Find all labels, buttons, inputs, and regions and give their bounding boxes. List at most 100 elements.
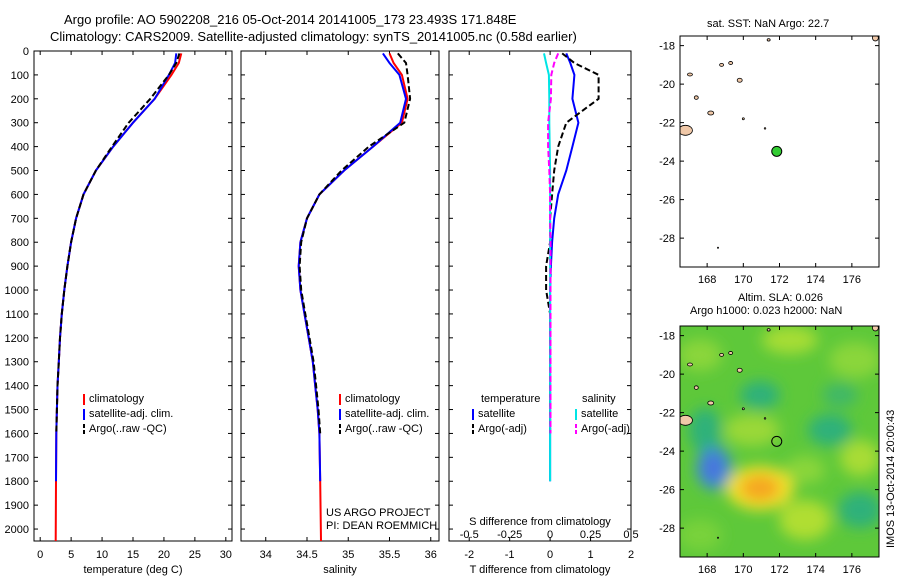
island (763, 417, 767, 420)
island (766, 38, 771, 42)
sst-lon-tick-label: 170 (734, 274, 752, 286)
difference-xtick-label: 1 (587, 549, 593, 561)
salinity-xtick-label: 34.5 (296, 549, 317, 561)
sla-field-blob (838, 492, 879, 528)
sst-lat-tick-label: -20 (659, 79, 675, 91)
depth-tick-label: 900 (11, 261, 29, 273)
salinity-panel: 34 34.5 35 35.5 36 salinity climatology satelli… (240, 50, 440, 576)
difference-panel: -2 -1 0 1 2 T difference from climatology S di… (448, 50, 639, 576)
salinity-legend-label: Argo(..raw -QC) (345, 423, 423, 435)
sst-lat-tick-label: -28 (659, 233, 675, 245)
imos-timestamp-label: IMOS 13-Oct-2014 20:00:43 (885, 410, 897, 548)
argo-float-marker (771, 145, 783, 157)
sla-lon-tick-label: 170 (734, 564, 752, 576)
sst-lon-tick-label: 172 (770, 274, 788, 286)
difference-xtick-label: 2 (628, 549, 634, 561)
sla-map-panel: 168 170 172 174 176 -18 -20 -22 -24 -26 -28 (659, 325, 880, 576)
temperature-legend-label: satellite-adj. clim. (89, 408, 173, 420)
salinity-legend-label: climatology (345, 393, 401, 405)
island (680, 414, 693, 426)
salinity-xlabel: salinity (323, 564, 357, 576)
sla-field (680, 326, 879, 551)
sla-field-blob (779, 500, 831, 540)
sla-map-title-1: Altim. SLA: 0.026 (738, 292, 823, 304)
sla-lon-tick-label: 172 (770, 564, 788, 576)
difference-legend-title: salinity (582, 393, 616, 405)
depth-tick-label: 800 (11, 237, 29, 249)
difference-top-tick-label: 0 (547, 529, 553, 541)
temperature-xtick-label: 30 (220, 549, 232, 561)
depth-tick-label: 0 (23, 46, 29, 58)
salinity-xtick-label: 36 (425, 549, 437, 561)
depth-tick-label: 700 (11, 213, 29, 225)
sla-field-blob (680, 519, 722, 551)
sst-lon-tick-label: 176 (843, 274, 861, 286)
sla-lon-tick-label: 174 (807, 564, 825, 576)
sla-field-blob (840, 440, 879, 476)
island (728, 61, 734, 65)
sla-lat-tick-label: -24 (659, 446, 675, 458)
sla-field-blob (829, 342, 879, 378)
temperature-legend-label: climatology (89, 393, 145, 405)
depth-tick-label: 500 (11, 166, 29, 178)
island (716, 536, 719, 539)
island (741, 117, 745, 121)
sla-field-blob (762, 326, 818, 354)
depth-tick-label: 2000 (5, 524, 29, 536)
island (741, 407, 745, 411)
sla-lat-tick-label: -28 (659, 523, 675, 535)
island (693, 95, 699, 100)
sst-lat-tick-label: -18 (659, 41, 675, 53)
depth-tick-label: 1400 (5, 381, 29, 393)
temperature-xtick-label: 25 (189, 549, 201, 561)
island (871, 326, 879, 332)
sla-field-blob (704, 455, 722, 481)
island (736, 77, 743, 83)
island (707, 110, 715, 116)
sst-lat-tick-label: -22 (659, 118, 675, 130)
temperature-xtick-label: 10 (96, 549, 108, 561)
temperature-frame (33, 50, 233, 542)
island (719, 62, 725, 67)
temperature-xtick-label: 0 (37, 549, 43, 561)
sla-field-blob (785, 456, 825, 484)
temperature-legend-label: Argo(..raw -QC) (89, 423, 167, 435)
difference-legend-title: temperature (481, 393, 540, 405)
sst-lat-tick-label: -24 (659, 156, 675, 168)
salinity-series-argo (298, 52, 412, 434)
difference-top-tick-label: -0.25 (497, 529, 522, 541)
temperature-series-argo (55, 53, 181, 434)
salinity-xtick-label: 35.5 (379, 549, 400, 561)
island (736, 367, 743, 373)
temperature-xtick-label: 20 (158, 549, 170, 561)
difference-xtick-label: -1 (505, 549, 515, 561)
sst-lat-tick-label: -26 (659, 195, 675, 207)
sla-lat-tick-label: -20 (659, 369, 675, 381)
salinity-xtick-label: 35 (342, 549, 354, 561)
sla-map-title-2: Argo h1000: 0.023 h2000: NaN (690, 305, 842, 317)
temperature-xtick-label: 15 (127, 549, 139, 561)
difference-xlabel2: S difference from climatology (469, 516, 611, 528)
sla-lon-tick-label: 176 (843, 564, 861, 576)
sla-field-blob (680, 339, 722, 371)
sla-lon-tick-label: 168 (698, 564, 716, 576)
sst-map-panel: 168 170 172 174 176 -18 -20 -22 -24 -26 -28 (659, 35, 880, 286)
argo-float-marker (771, 435, 783, 447)
depth-tick-label: 1800 (5, 476, 29, 488)
salinity-xtick-label: 34 (260, 549, 272, 561)
depth-tick-label: 1300 (5, 357, 29, 369)
header-line-2: Climatology: CARS2009. Satellite-adjuste… (50, 29, 577, 44)
island (871, 36, 879, 42)
depth-tick-label: 1600 (5, 428, 29, 440)
difference-xtick-label: -2 (464, 549, 474, 561)
sst-lon-tick-label: 174 (807, 274, 825, 286)
difference-top-tick-label: 0.5 (623, 529, 638, 541)
sla-field-blob (689, 408, 721, 452)
depth-tick-label: 600 (11, 189, 29, 201)
island (707, 400, 715, 406)
difference-xlabel: T difference from climatology (470, 564, 611, 576)
sla-field-blob (740, 475, 780, 501)
island (763, 127, 767, 130)
difference-frame (448, 50, 632, 542)
island (719, 352, 725, 357)
